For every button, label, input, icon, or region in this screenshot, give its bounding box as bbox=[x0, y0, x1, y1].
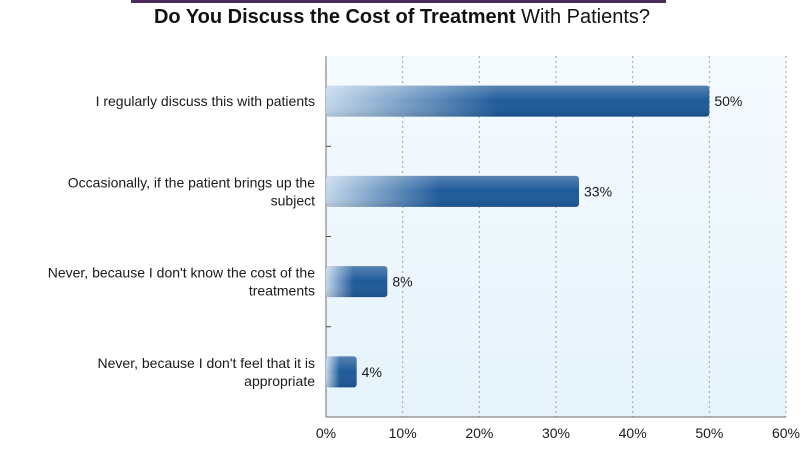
category-label-1-0: Occasionally, if the patient brings up t… bbox=[68, 174, 315, 190]
value-label-2: 8% bbox=[392, 274, 412, 290]
category-label-3-1: appropriate bbox=[244, 373, 315, 389]
bar-sheen-2 bbox=[326, 266, 388, 298]
chart-title-rest: With Patients? bbox=[515, 6, 651, 28]
x-tick-label-0: 0% bbox=[316, 425, 336, 441]
x-tick-label-6: 60% bbox=[772, 425, 800, 441]
title-rule bbox=[131, 0, 666, 3]
value-label-0: 50% bbox=[714, 93, 742, 109]
category-label-1-1: subject bbox=[271, 192, 315, 208]
x-tick-label-5: 50% bbox=[695, 425, 723, 441]
bar-sheen-3 bbox=[326, 356, 357, 388]
category-label-2-0: Never, because I don't know the cost of … bbox=[48, 265, 315, 281]
x-tick-label-1: 10% bbox=[389, 425, 417, 441]
category-label-0-0: I regularly discuss this with patients bbox=[96, 93, 315, 109]
x-tick-label-4: 40% bbox=[619, 425, 647, 441]
category-label-2-1: treatments bbox=[249, 283, 315, 299]
bar-sheen-0 bbox=[326, 85, 710, 117]
value-label-1: 33% bbox=[584, 183, 612, 199]
x-tick-label-3: 30% bbox=[542, 425, 570, 441]
chart-title-bold: Do You Discuss the Cost of Treatment bbox=[153, 6, 516, 28]
x-tick-label-2: 20% bbox=[465, 425, 493, 441]
chart-title: Do You Discuss the Cost of Treatment Wit… bbox=[0, 6, 804, 29]
bar-sheen-1 bbox=[326, 175, 579, 207]
value-label-3: 4% bbox=[362, 364, 382, 380]
category-label-3-0: Never, because I don't feel that it is bbox=[98, 355, 315, 371]
